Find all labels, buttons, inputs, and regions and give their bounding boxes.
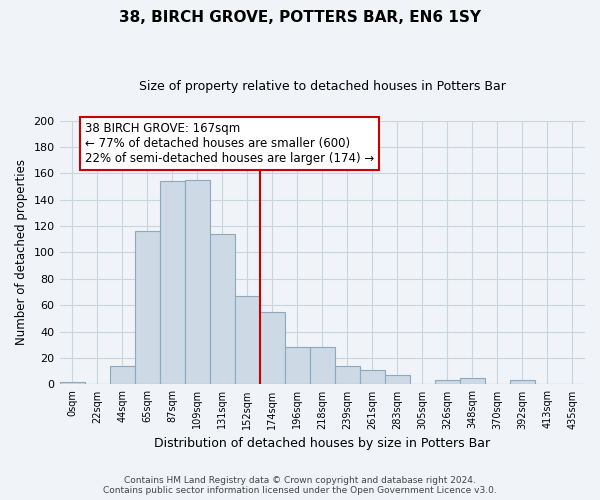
Bar [310,348,335,385]
Title: Size of property relative to detached houses in Potters Bar: Size of property relative to detached ho… [139,80,506,93]
Bar [460,378,485,384]
Bar [335,366,360,384]
Bar [235,296,260,384]
Bar [260,312,285,384]
Text: 38, BIRCH GROVE, POTTERS BAR, EN6 1SY: 38, BIRCH GROVE, POTTERS BAR, EN6 1SY [119,10,481,25]
Text: 38 BIRCH GROVE: 167sqm
← 77% of detached houses are smaller (600)
22% of semi-de: 38 BIRCH GROVE: 167sqm ← 77% of detached… [85,122,374,165]
Bar [160,181,185,384]
Y-axis label: Number of detached properties: Number of detached properties [15,160,28,346]
Text: Contains HM Land Registry data © Crown copyright and database right 2024.
Contai: Contains HM Land Registry data © Crown c… [103,476,497,495]
Bar [59,382,85,384]
Bar [209,234,235,384]
Bar [185,180,209,384]
Bar [134,232,160,384]
X-axis label: Distribution of detached houses by size in Potters Bar: Distribution of detached houses by size … [154,437,490,450]
Bar [360,370,385,384]
Bar [110,366,134,384]
Bar [510,380,535,384]
Bar [285,348,310,385]
Bar [435,380,460,384]
Bar [385,375,410,384]
